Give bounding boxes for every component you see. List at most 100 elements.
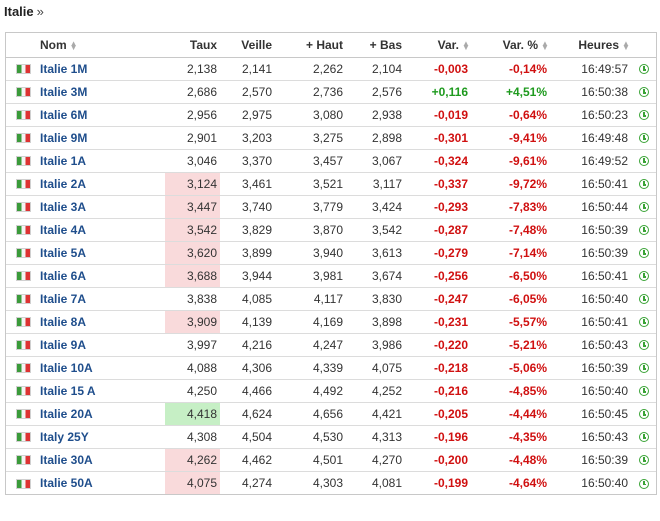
var-value: -0,220 — [406, 332, 472, 356]
header-taux[interactable]: Taux — [165, 33, 220, 58]
clock-icon — [639, 478, 649, 489]
table-row: Italie 30A 4,262 4,462 4,501 4,270 -0,200 -4,4… — [6, 447, 656, 471]
varp-value: -6,05% — [472, 286, 551, 310]
time-value: 16:50:41 — [551, 309, 632, 333]
veille-value: 4,139 — [220, 309, 276, 333]
veille-value: 3,829 — [220, 217, 276, 241]
varp-value: -5,21% — [472, 332, 551, 356]
instrument-link[interactable]: Italie 20A — [40, 406, 93, 421]
instrument-link[interactable]: Italie 2A — [40, 176, 87, 191]
veille-value: 4,306 — [220, 355, 276, 379]
page-title-text[interactable]: Italie — [4, 4, 34, 19]
var-value: -0,256 — [406, 263, 472, 287]
header-heure-label: Heures — [578, 37, 619, 52]
instrument-link[interactable]: Italy 25Y — [40, 429, 89, 444]
clock-cell — [632, 470, 656, 494]
header-bas[interactable]: + Bas — [347, 33, 406, 58]
veille-value: 4,216 — [220, 332, 276, 356]
instrument-link[interactable]: Italie 4A — [40, 222, 87, 237]
time-value: 16:49:57 — [581, 61, 628, 76]
varp-value: -6,50% — [472, 263, 551, 287]
table-row: Italie 5A 3,620 3,899 3,940 3,613 -0,279 -7,14… — [6, 240, 656, 264]
italy-flag-icon — [15, 363, 31, 374]
time-value: 16:50:43 — [551, 332, 632, 356]
header-clock — [632, 33, 656, 58]
haut-value: 3,981 — [276, 263, 347, 287]
instrument-link[interactable]: Italie 3A — [40, 199, 87, 214]
header-heure[interactable]: Heures ▲ ▼ — [551, 33, 632, 58]
instrument-link[interactable]: Italie 1M — [40, 61, 88, 76]
clock-cell — [632, 424, 656, 448]
instrument-link[interactable]: Italie 5A — [40, 245, 87, 260]
varp-value: -0,14% — [508, 61, 547, 76]
row-name-cell: Italie 2A — [40, 171, 165, 195]
veille-value: 4,085 — [220, 286, 276, 310]
header-var[interactable]: Var. ▲ ▼ — [406, 33, 472, 58]
italy-flag-icon — [15, 64, 31, 75]
row-name-cell: Italie 1M — [40, 57, 165, 80]
instrument-link[interactable]: Italie 9M — [40, 130, 88, 145]
table-row: Italie 2A 3,124 3,461 3,521 3,117 -0,337 -9,72… — [6, 171, 656, 195]
bas-value: 3,067 — [347, 148, 406, 172]
veille-value: 4,274 — [220, 470, 276, 494]
table-row: Italie 4A 3,542 3,829 3,870 3,542 -0,287 -7,48… — [6, 217, 656, 241]
taux-value: 3,620 — [165, 240, 220, 264]
instrument-link[interactable]: Italie 7A — [40, 291, 87, 306]
bas-value: 3,424 — [347, 194, 406, 218]
varp-value: -7,83% — [472, 194, 551, 218]
haut-value: 4,339 — [276, 355, 347, 379]
var-value: -0,216 — [406, 378, 472, 402]
header-name[interactable]: Nom ▲ ▼ — [40, 33, 165, 58]
clock-cell — [632, 286, 656, 310]
clock-icon — [639, 455, 649, 466]
instrument-link[interactable]: Italie 1A — [40, 153, 87, 168]
header-varp[interactable]: Var. % ▲ ▼ — [472, 33, 551, 58]
var-value: +0,116 — [406, 79, 472, 103]
instrument-link[interactable]: Italie 8A — [40, 314, 87, 329]
bas-value: 4,270 — [347, 447, 406, 471]
varp-value: -9,61% — [472, 148, 551, 172]
clock-icon — [639, 64, 649, 75]
header-bas-label: + Bas — [369, 37, 402, 52]
haut-value: 4,501 — [276, 447, 347, 471]
instrument-link[interactable]: Italie 6M — [40, 107, 88, 122]
var-value: -0,324 — [406, 148, 472, 172]
italy-flag-icon — [15, 478, 31, 489]
veille-value: 3,944 — [220, 263, 276, 287]
instrument-link[interactable]: Italie 50A — [40, 475, 93, 490]
instrument-link[interactable]: Italie 15 A — [40, 383, 96, 398]
veille-value: 2,570 — [220, 79, 276, 103]
bas-value: 4,252 — [347, 378, 406, 402]
row-name-cell: Italie 9M — [40, 125, 165, 149]
veille-value: 3,461 — [220, 171, 276, 195]
header-varp-label: Var. % — [502, 37, 538, 52]
flag-cell — [6, 286, 40, 310]
bas-value: 4,075 — [347, 355, 406, 379]
instrument-link[interactable]: Italie 30A — [40, 452, 93, 467]
instrument-link[interactable]: Italie 9A — [40, 337, 87, 352]
flag-cell — [6, 217, 40, 241]
taux-value: 3,838 — [165, 286, 220, 310]
header-veille[interactable]: Veille — [220, 33, 276, 58]
page-title[interactable]: Italie» — [4, 2, 44, 22]
italy-flag-icon — [15, 386, 31, 397]
header-var-label: Var. — [437, 37, 459, 52]
instrument-link[interactable]: Italie 6A — [40, 268, 87, 283]
header-veille-label: Veille — [241, 37, 272, 52]
table-row: Italie 15 A 4,250 4,466 4,492 4,252 -0,216 -4,… — [6, 378, 656, 402]
clock-cell — [632, 125, 656, 149]
flag-cell — [6, 424, 40, 448]
clock-cell — [632, 148, 656, 172]
time-value: 16:50:39 — [551, 217, 632, 241]
header-haut[interactable]: + Haut — [276, 33, 347, 58]
table-row: Italie 9M 2,901 3,203 3,275 2,898 -0,301 -9,41… — [6, 125, 656, 149]
bas-value: 2,104 — [371, 61, 402, 76]
clock-icon — [639, 110, 649, 121]
instrument-link[interactable]: Italie 10A — [40, 360, 93, 375]
taux-value: 4,308 — [165, 424, 220, 448]
instrument-link[interactable]: Italie 3M — [40, 84, 88, 99]
haut-value: 3,521 — [276, 171, 347, 195]
varp-value: -9,72% — [472, 171, 551, 195]
taux-value: 3,909 — [165, 309, 220, 333]
time-value: 16:50:39 — [551, 240, 632, 264]
